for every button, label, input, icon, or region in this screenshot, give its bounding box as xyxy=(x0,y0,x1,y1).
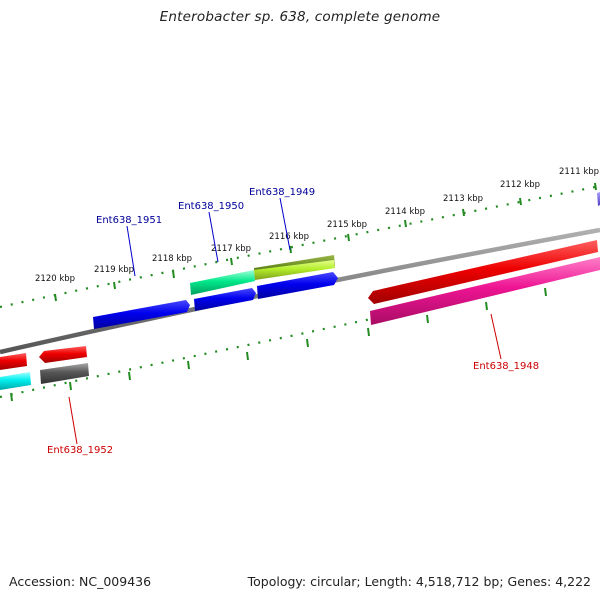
outer-scale-dots xyxy=(0,184,600,309)
tick-2120 xyxy=(54,293,57,302)
inner-tick xyxy=(246,351,249,361)
gene-ent638-1950[interactable] xyxy=(194,288,256,311)
kbp-label-2117: 2117 kbp xyxy=(211,244,251,254)
kbp-label-2115: 2115 kbp xyxy=(327,220,367,230)
leader-ent638-1948 xyxy=(490,313,502,360)
label-ent638-1951[interactable]: Ent638_1951 xyxy=(96,215,162,226)
inner-tick xyxy=(485,301,488,311)
inner-tick xyxy=(544,287,547,297)
outer-scale: 2111 kbp 2112 kbp 2113 kbp 2114 kbp 2115… xyxy=(0,167,600,309)
inner-tick xyxy=(10,392,13,402)
genome-summary-text: Topology: circular; Length: 4,518,712 bp… xyxy=(247,574,591,589)
gene-ent638-1952[interactable] xyxy=(40,363,89,384)
label-ent638-1948[interactable]: Ent638_1948 xyxy=(473,361,539,372)
label-ent638-1949[interactable]: Ent638_1949 xyxy=(249,187,315,198)
tick-2116 xyxy=(289,245,292,254)
inner-tick xyxy=(128,371,131,381)
kbp-label-2113: 2113 kbp xyxy=(443,194,483,204)
kbp-label-2120: 2120 kbp xyxy=(35,274,75,284)
genome-title: Enterobacter sp. 638, complete genome xyxy=(159,9,441,25)
gene-ent638-1950-top[interactable] xyxy=(190,270,255,295)
leader-ent638-1949 xyxy=(279,197,291,251)
tick-2119 xyxy=(113,281,116,290)
label-ent638-1952[interactable]: Ent638_1952 xyxy=(47,445,113,456)
kbp-label-2114: 2114 kbp xyxy=(385,207,425,217)
gene-left-cyan[interactable] xyxy=(0,372,31,390)
inner-tick xyxy=(306,338,309,348)
tick-2118 xyxy=(172,270,175,279)
leader-ent638-1950 xyxy=(208,211,219,263)
kbp-label-2119: 2119 kbp xyxy=(94,265,134,275)
inner-tick xyxy=(426,314,429,324)
kbp-label-2111: 2111 kbp xyxy=(559,167,599,177)
gene-ent638-1948-red[interactable] xyxy=(368,240,598,304)
tick-2117 xyxy=(230,257,233,266)
gene-left-red[interactable] xyxy=(0,353,27,370)
inner-tick xyxy=(69,381,72,391)
gene-ent638-1949-mid[interactable] xyxy=(254,260,335,280)
accession-text: Accession: NC_009436 xyxy=(9,574,152,589)
inner-tick xyxy=(187,360,190,370)
tick-2114 xyxy=(404,219,407,228)
kbp-label-2112: 2112 kbp xyxy=(500,180,540,190)
tick-2113 xyxy=(462,208,465,217)
inner-tick xyxy=(367,327,370,337)
tick-2111 xyxy=(594,182,597,191)
gene-ent638-1952-red[interactable] xyxy=(39,346,87,363)
gene-ent638-1948[interactable] xyxy=(370,257,600,325)
gene-ent638-1949[interactable] xyxy=(257,272,338,299)
tick-2112 xyxy=(519,197,522,206)
gene-slate-right[interactable] xyxy=(597,192,600,206)
tick-2115 xyxy=(347,233,350,242)
label-leaders xyxy=(68,197,502,445)
label-ent638-1950[interactable]: Ent638_1950 xyxy=(178,201,244,212)
kbp-label-2116: 2116 kbp xyxy=(269,232,309,242)
leader-ent638-1952 xyxy=(68,396,78,445)
kbp-label-2118: 2118 kbp xyxy=(152,254,192,264)
leader-ent638-1951 xyxy=(126,225,136,277)
gene-features xyxy=(0,192,600,390)
gene-ent638-1951[interactable] xyxy=(93,300,190,329)
